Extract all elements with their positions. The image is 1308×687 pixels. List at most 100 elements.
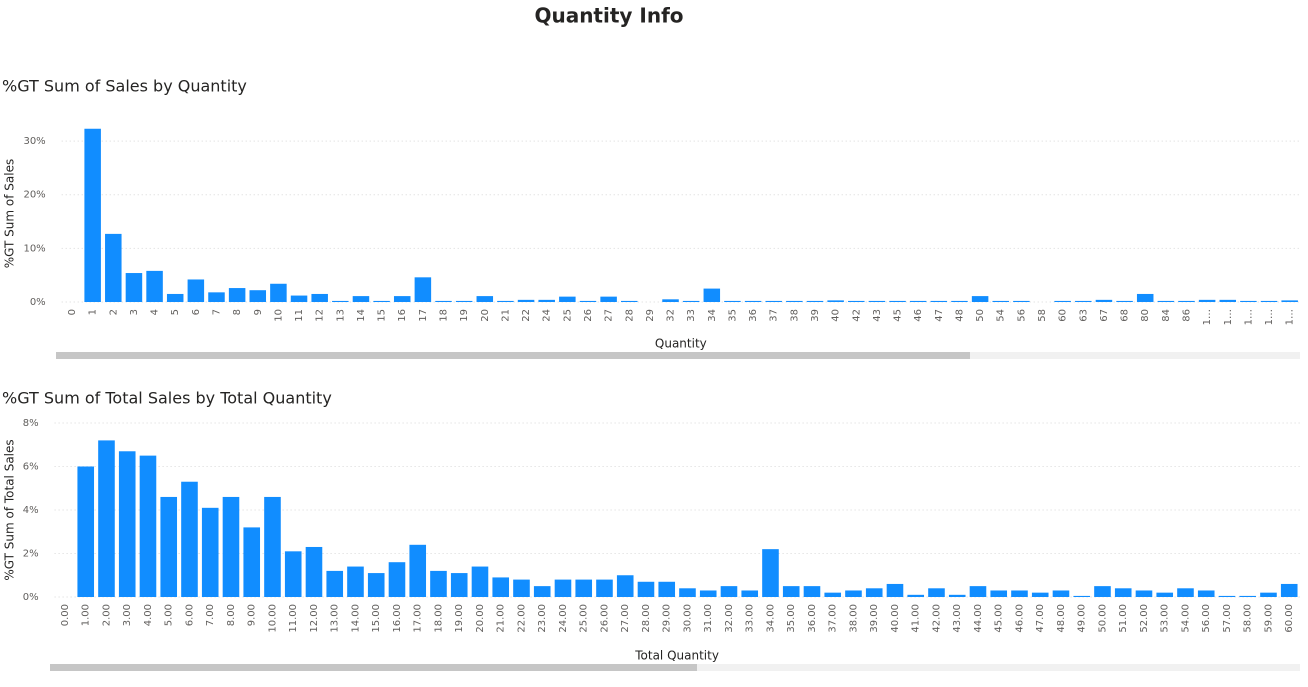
bar: [1198, 299, 1216, 302]
x-tick-label: 22.00: [516, 604, 527, 633]
x-tick-label: 26: [583, 309, 594, 322]
y-axis-title: %GT Sum of Total Sales: [3, 439, 17, 580]
scrollbar-thumb[interactable]: [56, 352, 970, 359]
x-tick-label: 1…: [1243, 309, 1254, 325]
bar: [105, 233, 122, 302]
bar: [118, 451, 136, 597]
x-tick-label: 10.00: [267, 604, 278, 633]
x-tick-label: 59.00: [1263, 604, 1274, 633]
bar: [455, 300, 473, 302]
bar: [305, 546, 323, 597]
scrollbar-thumb[interactable]: [50, 664, 697, 671]
bar: [414, 277, 432, 302]
x-tick-label: 50.00: [1097, 604, 1108, 633]
x-tick-label: 7.00: [205, 604, 216, 626]
bar: [600, 296, 617, 302]
x-tick-label: 29.00: [662, 604, 673, 633]
x-tick-label: 2.00: [101, 604, 112, 626]
bar: [1011, 590, 1028, 597]
x-tick-label: 57.00: [1222, 604, 1233, 633]
x-tick-label: 9.00: [247, 604, 258, 626]
bar: [865, 588, 883, 597]
bar: [538, 299, 555, 302]
x-tick-label: 12: [315, 309, 326, 322]
bar: [1031, 592, 1049, 597]
x-tick-label: 22: [521, 309, 532, 322]
bar: [1073, 595, 1091, 597]
bar: [98, 440, 115, 597]
x-tick-label: 1…: [1202, 309, 1213, 325]
x-tick-label: 1…: [1285, 309, 1296, 325]
y-tick-label: 6%: [23, 462, 39, 473]
x-tick-label: 6: [191, 309, 202, 315]
x-tick-label: 68: [1120, 309, 1131, 322]
bar: [575, 579, 593, 597]
bar: [992, 300, 1009, 302]
x-tick-label: 14: [356, 309, 367, 322]
x-tick-label: 5.00: [164, 604, 175, 626]
x-tick-label: 6.00: [184, 604, 195, 626]
bar: [471, 566, 489, 597]
y-tick-label: 30%: [23, 136, 45, 147]
y-tick-label: 10%: [23, 243, 45, 254]
bar: [352, 296, 370, 302]
x-tick-label: 9: [253, 309, 264, 315]
x-tick-label: 19.00: [454, 604, 465, 633]
bar: [208, 292, 225, 302]
bar: [1136, 293, 1154, 302]
bar: [1178, 300, 1195, 302]
x-tick-label: 18.00: [433, 604, 444, 633]
x-tick-label: 20: [480, 309, 491, 322]
x-tick-label: 24: [542, 309, 553, 322]
y-tick-label: 0%: [30, 297, 46, 308]
x-tick-label: 35: [727, 309, 738, 322]
x-tick-label: 21: [500, 309, 511, 322]
y-tick-label: 0%: [23, 592, 39, 603]
bar: [1114, 588, 1132, 597]
bar: [517, 299, 535, 302]
x-tick-label: 42: [851, 309, 862, 322]
bar: [969, 586, 987, 597]
bar: [326, 570, 344, 597]
bar: [1013, 300, 1030, 302]
bar: [181, 481, 198, 597]
x-tick-label: 21.00: [496, 604, 507, 633]
x-tick-label: 53.00: [1160, 604, 1171, 633]
x-tick-label: 47: [934, 309, 945, 322]
bar: [948, 594, 966, 597]
x-tick-label: 5: [170, 309, 181, 315]
bar: [889, 300, 906, 302]
x-tick-label: 2: [108, 309, 119, 315]
x-tick-label: 25: [562, 309, 573, 322]
x-tick-label: 84: [1161, 309, 1172, 322]
bar: [249, 290, 267, 302]
x-tick-label: 24.00: [558, 604, 569, 633]
bar: [637, 581, 655, 597]
x-tick-label: 38.00: [848, 604, 859, 633]
bar: [284, 551, 302, 597]
x-tick-label: 50: [975, 309, 986, 322]
x-tick-label: 0.00: [60, 604, 71, 626]
x-tick-label: 58: [1037, 309, 1048, 322]
y-tick-label: 8%: [23, 418, 39, 429]
y-tick-label: 20%: [23, 190, 45, 201]
bar: [492, 577, 510, 597]
bar: [596, 579, 613, 597]
x-tick-label: 86: [1181, 309, 1192, 322]
x-tick-label: 13.00: [330, 604, 341, 633]
bar: [848, 300, 865, 302]
bar: [662, 299, 679, 302]
bar: [450, 573, 468, 597]
bar: [1135, 590, 1153, 597]
bar: [579, 300, 597, 302]
bar: [886, 583, 904, 597]
x-tick-label: 33.00: [745, 604, 756, 633]
bar: [1052, 590, 1070, 597]
x-tick-label: 34: [707, 309, 718, 322]
bar: [388, 562, 406, 597]
x-tick-label: 39: [810, 309, 821, 322]
bar: [741, 590, 759, 597]
bar: [222, 496, 240, 597]
x-tick-label: 45: [893, 309, 904, 322]
x-tick-label: 32.00: [724, 604, 735, 633]
